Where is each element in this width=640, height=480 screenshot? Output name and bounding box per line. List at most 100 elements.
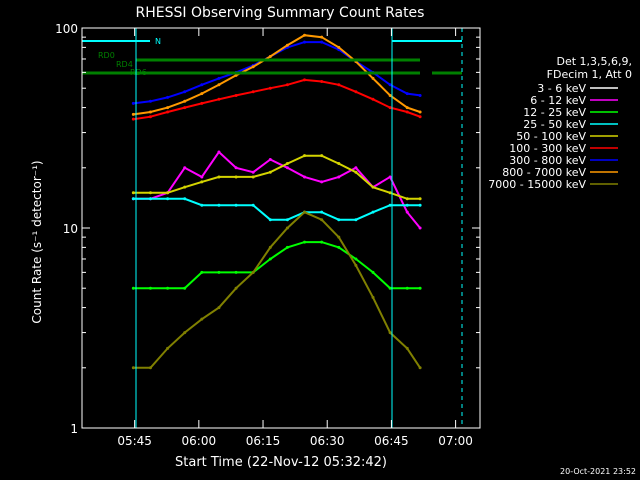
series-point-8: [354, 263, 358, 267]
x-tick-label: 07:00: [438, 434, 473, 448]
series-point-4: [166, 191, 170, 195]
y-axis-label: Count Rate (s⁻¹ detector⁻¹): [30, 160, 44, 323]
series-point-2: [234, 270, 238, 274]
series-point-7: [166, 106, 170, 110]
series-point-0: [397, 226, 401, 230]
series-line-3: [133, 197, 421, 221]
series-point-8: [166, 346, 170, 350]
x-tick-label: 05:45: [117, 434, 152, 448]
series-point-4: [303, 154, 307, 158]
series-point-5: [200, 101, 204, 105]
series-point-4: [131, 191, 135, 195]
series-point-7: [371, 76, 375, 80]
series-line-7: [133, 34, 421, 116]
chart-title: RHESSI Observing Summary Count Rates: [136, 5, 425, 21]
series-point-1: [234, 166, 238, 170]
series-point-2: [148, 286, 152, 290]
series-point-8: [337, 235, 341, 239]
series-point-7: [320, 35, 324, 39]
legend-label-0: 3 - 6 keV: [537, 82, 586, 95]
series-point-1: [303, 175, 307, 179]
series-point-8: [131, 366, 135, 370]
series-point-1: [285, 166, 289, 170]
series-point-2: [200, 270, 204, 274]
series-point-7: [268, 55, 272, 59]
series-point-7: [388, 93, 392, 97]
series-point-3: [268, 218, 272, 222]
series-point-4: [268, 170, 272, 174]
series-point-2: [405, 286, 409, 290]
series-point-7: [405, 106, 409, 110]
legend-label-8: 7000 - 15000 keV: [488, 178, 586, 191]
series-point-6: [183, 90, 187, 94]
series-point-8: [320, 218, 324, 222]
x-tick-label: 06:45: [374, 434, 409, 448]
series-point-7: [234, 73, 238, 77]
series-point-0: [243, 226, 247, 230]
series-point-8: [388, 331, 392, 335]
series-point-4: [148, 191, 152, 195]
series-point-8: [285, 226, 289, 230]
series-point-7: [148, 110, 152, 114]
x-tick-label: 06:00: [182, 434, 217, 448]
series-point-4: [251, 175, 255, 179]
x-axis-label: Start Time (22-Nov-12 05:32:42): [175, 455, 387, 470]
series-point-4: [234, 175, 238, 179]
series-layer: [131, 33, 422, 395]
series-point-6: [131, 101, 135, 105]
series-point-7: [183, 99, 187, 103]
series-point-2: [337, 245, 341, 249]
series-point-1: [405, 210, 409, 214]
series-point-6: [217, 76, 221, 80]
y-tick-label: 100: [55, 22, 78, 36]
legend-header-line-2: FDecim 1, Att 0: [547, 68, 632, 81]
series-point-8: [418, 366, 422, 370]
series-point-5: [303, 78, 307, 82]
series-point-6: [200, 83, 204, 87]
series-point-7: [251, 65, 255, 69]
marker-label-RD6: RD6: [130, 68, 147, 77]
series-point-7: [131, 112, 135, 116]
series-point-0: [380, 197, 384, 201]
series-point-8: [371, 295, 375, 299]
series-point-5: [371, 97, 375, 101]
series-point-5: [234, 93, 238, 97]
series-point-6: [303, 40, 307, 44]
series-point-4: [320, 154, 324, 158]
series-point-6: [388, 83, 392, 87]
series-point-7: [303, 33, 307, 37]
series-point-7: [285, 43, 289, 47]
series-point-7: [418, 110, 422, 114]
series-point-4: [354, 170, 358, 174]
series-point-8: [217, 306, 221, 310]
series-point-4: [337, 162, 341, 166]
y-tick-label: 1: [70, 422, 78, 436]
series-point-8: [200, 317, 204, 321]
series-point-8: [268, 245, 272, 249]
series-point-8: [148, 366, 152, 370]
series-point-0: [174, 245, 178, 249]
series-point-4: [217, 175, 221, 179]
series-point-2: [183, 286, 187, 290]
series-point-5: [166, 110, 170, 114]
legend-label-3: 25 - 50 keV: [523, 118, 586, 131]
y-tick-label: 10: [63, 222, 78, 236]
series-point-8: [251, 270, 255, 274]
series-point-0: [260, 185, 264, 189]
series-point-6: [320, 40, 324, 44]
series-point-3: [217, 203, 221, 207]
series-line-1: [133, 150, 421, 229]
series-point-1: [320, 180, 324, 184]
series-point-2: [388, 286, 392, 290]
series-point-1: [354, 166, 358, 170]
series-point-2: [166, 286, 170, 290]
series-point-6: [405, 92, 409, 96]
series-point-4: [200, 180, 204, 184]
legend-header-line-1: Det 1,3,5,6,9,: [556, 55, 632, 68]
series-point-6: [148, 99, 152, 103]
series-point-5: [148, 115, 152, 119]
